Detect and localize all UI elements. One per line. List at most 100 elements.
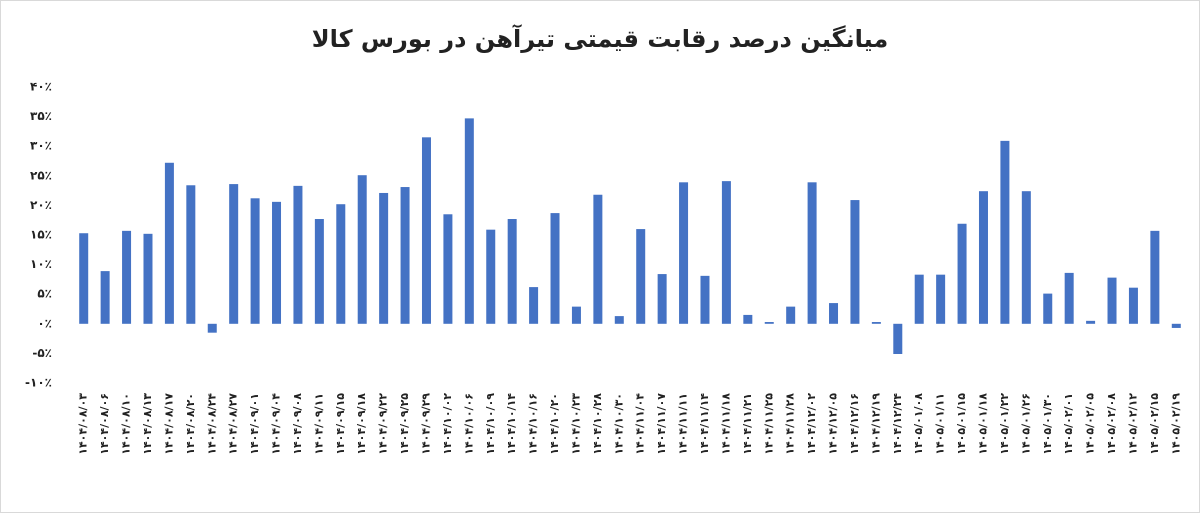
x-tick-label: ۱۴۰۵/۰۲/۰۵ (1084, 393, 1097, 455)
x-tick-label: ۱۴۰۴/۰۸/۲۷ (227, 393, 240, 455)
bar (1000, 140, 1010, 324)
bar (229, 184, 239, 324)
bar (507, 219, 517, 324)
x-tick-label: ۱۴۰۴/۱۰/۲۸ (591, 393, 604, 455)
bar (978, 191, 988, 324)
bar (379, 192, 389, 324)
bar (293, 185, 303, 324)
bar (614, 316, 624, 324)
bar (79, 233, 89, 324)
x-tick-label: ۱۴۰۴/۰۸/۲۴ (205, 393, 218, 455)
x-tick-label: ۱۴۰۴/۰۸/۰۶ (98, 393, 111, 455)
bar (250, 198, 260, 324)
bar (636, 229, 646, 324)
y-tick-label: ۱۵٪ (30, 228, 52, 242)
x-tick-label: ۱۴۰۴/۰۹/۲۲ (377, 393, 390, 455)
bar (571, 306, 581, 324)
y-tick-label: ۲۰٪ (30, 198, 52, 212)
x-tick-label: ۱۴۰۴/۰۸/۲۰ (184, 393, 197, 455)
y-tick-label: -۵٪ (32, 346, 52, 360)
x-tick-label: ۱۴۰۵/۰۱/۰۸ (912, 393, 925, 455)
bar (679, 182, 689, 324)
x-tick-label: ۱۴۰۵/۰۲/۱۵ (1148, 393, 1161, 455)
y-tick-label: -۱۰٪ (25, 376, 52, 390)
bar (100, 271, 110, 324)
x-tick-label: ۱۴۰۴/۱۰/۰۲ (441, 393, 454, 455)
x-tick-label: ۱۴۰۴/۱۲/۱۹ (869, 393, 882, 455)
bar (786, 306, 796, 324)
x-tick-label: ۱۴۰۴/۱۱/۲۸ (784, 393, 797, 455)
x-tick-label: ۱۴۰۴/۰۹/۰۱ (248, 393, 261, 455)
x-tick-label: ۱۴۰۴/۰۹/۱۱ (312, 393, 325, 455)
bar (593, 194, 603, 324)
bar (272, 201, 282, 324)
bar (164, 162, 174, 324)
x-tick-label: ۱۴۰۴/۱۰/۰۹ (484, 393, 497, 455)
bar (464, 118, 474, 324)
bar (314, 219, 324, 324)
bar (1086, 320, 1096, 324)
bar (207, 323, 217, 333)
x-tick-label: ۱۴۰۴/۱۲/۲۴ (891, 393, 904, 455)
x-tick-label: ۱۴۰۴/۰۹/۰۸ (291, 393, 304, 455)
bar (657, 274, 667, 324)
x-tick-label: ۱۴۰۵/۰۱/۱۱ (934, 393, 947, 455)
bar (122, 230, 132, 324)
bar (529, 287, 539, 324)
x-tick-label: ۱۴۰۴/۱۲/۰۲ (805, 393, 818, 455)
x-tick-label: ۱۴۰۴/۰۹/۲۹ (419, 393, 432, 455)
bar (871, 322, 881, 324)
y-tick-label: ۳۵٪ (30, 109, 52, 123)
bar (743, 314, 753, 324)
x-tick-label: ۱۴۰۴/۱۱/۰۴ (634, 393, 647, 455)
y-tick-label: ۰٪ (37, 316, 52, 330)
bar (1021, 191, 1031, 324)
y-tick-label: ۴۰٪ (30, 80, 52, 94)
x-tick-label: ۱۴۰۴/۱۰/۲۳ (569, 393, 582, 455)
x-tick-label: ۱۴۰۴/۱۰/۳۰ (612, 393, 625, 455)
x-tick-label: ۱۴۰۵/۰۲/۰۱ (1062, 393, 1075, 455)
x-tick-label: ۱۴۰۵/۰۲/۱۹ (1169, 393, 1182, 455)
x-tick-label: ۱۴۰۴/۱۰/۲۰ (548, 393, 561, 455)
bar (186, 185, 196, 324)
x-tick-label: ۱۴۰۴/۱۱/۱۴ (698, 393, 711, 455)
bar (1171, 323, 1181, 328)
y-tick-label: ۵٪ (37, 287, 52, 301)
x-tick-label: ۱۴۰۴/۱۲/۰۵ (827, 393, 840, 455)
x-tick-label: ۱۴۰۴/۱۰/۱۶ (527, 393, 540, 455)
bar (893, 323, 903, 354)
x-tick-label: ۱۴۰۴/۱۱/۲۱ (741, 393, 754, 455)
x-tick-label: ۱۴۰۵/۰۱/۲۶ (1019, 393, 1032, 455)
x-tick-label: ۱۴۰۴/۰۹/۱۸ (355, 393, 368, 455)
bar (764, 322, 774, 324)
bar (1064, 272, 1074, 324)
x-tick-label: ۱۴۰۵/۰۱/۳۰ (1041, 393, 1054, 455)
x-tick-label: ۱۴۰۴/۱۰/۱۴ (505, 393, 518, 455)
bar (721, 181, 731, 324)
x-tick-label: ۱۴۰۴/۱۱/۱۱ (677, 393, 690, 455)
bar (700, 275, 710, 324)
x-tick-label: ۱۴۰۴/۱۲/۱۶ (848, 393, 861, 455)
bar (936, 274, 946, 324)
bar (1128, 287, 1138, 324)
bar (807, 182, 817, 324)
x-tick-label: ۱۴۰۴/۰۸/۱۰ (120, 393, 133, 455)
x-tick-label: ۱۴۰۴/۰۸/۰۳ (77, 393, 90, 455)
x-tick-label: ۱۴۰۴/۱۱/۰۷ (655, 393, 668, 455)
x-tick-label: ۱۴۰۴/۱۱/۱۸ (719, 393, 732, 455)
x-tick-label: ۱۴۰۵/۰۲/۱۲ (1126, 393, 1139, 455)
chart-title: میانگین درصد رقابت قیمتی تیرآهن در بورس … (312, 24, 889, 53)
x-tick-label: ۱۴۰۵/۰۱/۲۲ (998, 393, 1011, 455)
bar (829, 303, 839, 324)
x-tick-label: ۱۴۰۴/۰۸/۱۷ (162, 393, 175, 455)
x-tick-label: ۱۴۰۴/۰۸/۱۳ (141, 393, 154, 455)
x-tick-label: ۱۴۰۴/۰۹/۱۵ (334, 393, 347, 455)
bar (550, 213, 560, 324)
x-tick-label: ۱۴۰۵/۰۱/۱۸ (976, 393, 989, 455)
bar (421, 137, 431, 324)
y-tick-label: ۲۵٪ (30, 168, 52, 182)
bar (1107, 277, 1117, 324)
bar (1043, 293, 1053, 324)
bar (357, 175, 367, 324)
